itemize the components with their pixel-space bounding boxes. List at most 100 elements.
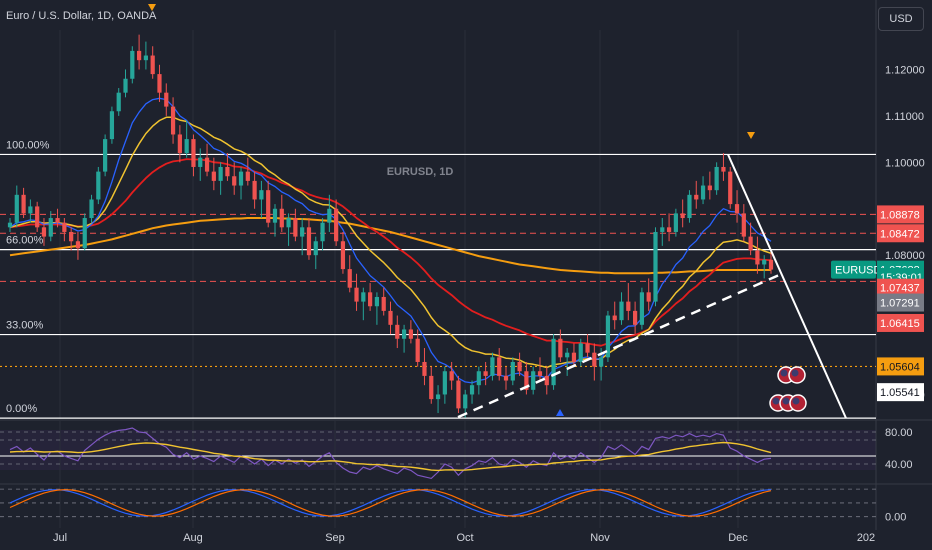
price-tag: 1.08878 [877, 205, 924, 224]
candle [592, 343, 597, 381]
candle-body [89, 199, 94, 219]
osc-k-line [9, 489, 772, 517]
candle-body [558, 338, 563, 358]
rsi-tick-label: 40.00 [885, 459, 913, 471]
candle-body [354, 287, 359, 302]
y-tick-label: 1.12000 [885, 64, 925, 76]
candle-body [245, 171, 250, 181]
candle-body [238, 171, 244, 186]
candle-body [680, 213, 685, 219]
candle-body [340, 241, 346, 270]
candle-body [218, 166, 223, 181]
candle [388, 301, 393, 335]
candle [96, 166, 101, 205]
candle [157, 64, 162, 102]
candle-body [300, 227, 305, 237]
ema-mid-line [9, 116, 772, 369]
candle-body [537, 371, 543, 376]
flag-canton [780, 369, 788, 377]
candle-body [347, 269, 352, 288]
candle-body [503, 375, 509, 381]
y-tick-label: 1.08000 [885, 250, 925, 262]
high-marker-icon [148, 4, 156, 11]
candle [422, 348, 427, 386]
candle-body [734, 204, 740, 214]
price-tag: 1.06415 [877, 313, 924, 332]
y-tick-label: 1.10000 [885, 157, 925, 169]
candle [687, 190, 692, 223]
candle [585, 334, 590, 358]
candle-body [381, 296, 386, 311]
candle [741, 204, 746, 242]
candle-body [469, 385, 475, 395]
candle-body [666, 227, 672, 232]
candle [442, 366, 447, 404]
candle [435, 385, 441, 414]
candle-body [673, 213, 678, 232]
candle-body [408, 329, 413, 339]
price-tag-label: 1.05541 [880, 387, 920, 399]
candle-body [728, 171, 733, 205]
candle-body [361, 292, 366, 302]
candle-body [415, 338, 420, 362]
candle [150, 46, 155, 79]
candle-body [320, 222, 325, 242]
candle-body [157, 74, 162, 93]
candle-body [544, 375, 549, 386]
candle-body [150, 55, 155, 75]
candle [517, 352, 522, 376]
candle [259, 180, 264, 219]
candle-body [714, 166, 719, 191]
candle-body [191, 139, 196, 167]
candle-body [599, 357, 604, 367]
candle [626, 283, 631, 321]
candle-body [449, 371, 454, 381]
price-tag: 1.08472 [877, 224, 924, 243]
candle [41, 218, 47, 246]
event-flag-icon[interactable] [789, 394, 807, 412]
candle [164, 83, 169, 116]
candle-body [327, 208, 332, 223]
candle [14, 185, 19, 228]
candle [361, 287, 366, 321]
candle-body [116, 92, 121, 112]
x-tick-label: Oct [456, 532, 473, 544]
x-tick-label: Dec [728, 532, 748, 544]
price-tag: 1.05541 [877, 383, 924, 402]
currency-button[interactable]: USD [878, 7, 924, 31]
candle [408, 320, 413, 344]
candle-body [497, 357, 502, 376]
candle [28, 199, 33, 223]
price-tag-label: 1.08878 [880, 209, 920, 221]
candle-body [429, 375, 434, 400]
candle-body [184, 139, 189, 154]
high-marker-icon [747, 132, 755, 139]
candle [69, 227, 74, 251]
flag-canton [782, 397, 790, 405]
candle-body [490, 357, 495, 376]
candle [266, 180, 271, 228]
candle-body [55, 218, 60, 223]
candle [646, 278, 651, 311]
x-tick-label: Nov [590, 532, 610, 544]
candle [510, 357, 515, 386]
candle-body [531, 371, 536, 390]
event-flag-icon[interactable] [788, 366, 806, 384]
rsi-ma-line [9, 441, 772, 472]
candle-body [571, 352, 577, 362]
candle [238, 166, 244, 200]
candle-body [524, 371, 529, 390]
candle [544, 366, 549, 395]
candle [21, 187, 26, 219]
candle-body [510, 361, 515, 381]
x-tick-label: Jul [53, 532, 67, 544]
ema-fast-line [9, 97, 772, 384]
candle [211, 157, 216, 191]
candle-body [755, 250, 760, 265]
candle [483, 361, 488, 386]
candle-body [463, 394, 468, 409]
candle-body [585, 343, 590, 353]
candle-body [41, 227, 47, 237]
candle-body [306, 227, 312, 256]
